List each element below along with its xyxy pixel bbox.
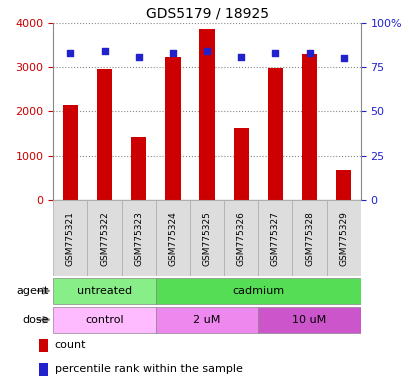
Text: GSM775327: GSM775327 (270, 211, 279, 266)
Text: GSM775326: GSM775326 (236, 211, 245, 266)
Text: count: count (55, 340, 86, 350)
Point (203, 48, 210, 55)
Bar (63, 105, 78, 200)
Point (101, 48, 108, 55)
Text: untreated: untreated (77, 286, 132, 296)
Point (169, 50, 176, 56)
Bar (199, 29, 214, 200)
Bar (53, 200, 87, 276)
Bar (292, 200, 326, 276)
Bar (165, 57, 180, 200)
Text: GSM775325: GSM775325 (202, 211, 211, 266)
Bar (155, 200, 189, 276)
Bar (326, 200, 360, 276)
Bar (189, 200, 224, 276)
Bar (267, 68, 282, 200)
Text: dose: dose (22, 314, 49, 325)
Text: GSM775321: GSM775321 (66, 211, 75, 266)
Text: 10 uM: 10 uM (292, 314, 326, 325)
Point (306, 50, 312, 56)
Bar (53, 278, 155, 304)
Bar (39, 362, 48, 376)
Text: GSM775322: GSM775322 (100, 211, 109, 266)
Text: control: control (85, 314, 124, 325)
Text: cadmium: cadmium (231, 286, 284, 296)
Point (237, 53, 244, 60)
Bar (155, 307, 258, 333)
Bar (301, 55, 317, 200)
Text: GSM775324: GSM775324 (168, 211, 177, 266)
Bar (97, 69, 112, 200)
Bar (121, 200, 155, 276)
Bar (258, 200, 292, 276)
Point (67, 50, 74, 56)
Bar (233, 128, 248, 200)
Point (272, 50, 278, 56)
Text: agent: agent (17, 286, 49, 296)
Text: GSM775328: GSM775328 (304, 211, 313, 266)
Bar (39, 339, 48, 352)
Text: GSM775323: GSM775323 (134, 211, 143, 266)
Point (135, 53, 142, 60)
Bar (87, 200, 121, 276)
Text: GSM775329: GSM775329 (338, 211, 347, 266)
Point (339, 55, 346, 61)
Title: GDS5179 / 18925: GDS5179 / 18925 (145, 7, 268, 20)
Bar (155, 278, 360, 304)
Bar (224, 200, 258, 276)
Bar (335, 170, 351, 200)
Text: 2 uM: 2 uM (193, 314, 220, 325)
Bar (258, 307, 360, 333)
Text: percentile rank within the sample: percentile rank within the sample (55, 364, 242, 374)
Bar (53, 307, 155, 333)
Bar (131, 137, 146, 200)
